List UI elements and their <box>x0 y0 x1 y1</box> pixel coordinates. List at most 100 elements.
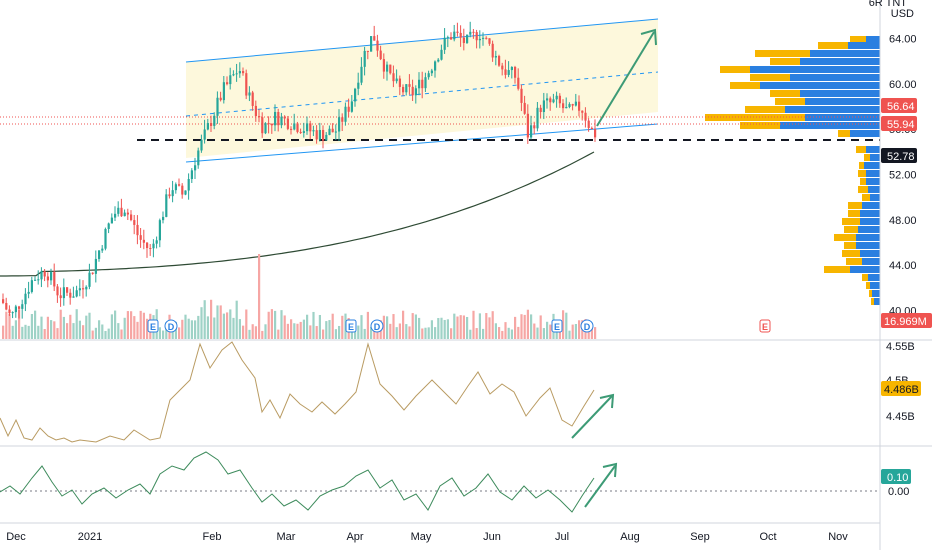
volume-bar <box>133 316 136 339</box>
volume-bar <box>165 322 168 339</box>
volume-bar <box>299 321 302 339</box>
volume-bar <box>549 324 552 339</box>
time-axis-ticks: Dec 2021 Feb Mar Apr May Jun Jul Aug Sep Oct Nov <box>6 531 848 543</box>
volume-bar <box>174 321 177 339</box>
volume-bar <box>539 315 542 339</box>
channel-upper-line <box>185 18 659 63</box>
candle-body <box>261 117 264 134</box>
candle-body <box>5 302 8 310</box>
volume-bar <box>498 327 501 339</box>
volume-bar <box>478 313 481 339</box>
time-tick-label: Jul <box>555 531 569 543</box>
volume-bar <box>517 326 520 339</box>
volume-bar <box>30 313 33 339</box>
candle-body <box>507 70 510 75</box>
volume-bar <box>14 320 17 339</box>
volume-profile-yellow <box>848 202 862 209</box>
svg-text:55.94: 55.94 <box>887 119 915 131</box>
volume-bar <box>222 313 225 339</box>
candle-body <box>254 105 257 117</box>
candle-body <box>341 117 344 122</box>
volume-profile-blue <box>870 194 880 201</box>
candle-body <box>248 92 251 96</box>
volume-bar <box>296 323 299 339</box>
volume-bar <box>526 309 529 339</box>
candle-body <box>69 292 72 298</box>
volume-bar <box>450 328 453 339</box>
volume-profile-blue <box>850 130 880 137</box>
volume-bar <box>440 317 443 339</box>
volume-profile-blue <box>780 122 880 129</box>
volume-profile-blue <box>866 146 880 153</box>
volume-bar <box>245 309 248 339</box>
candle-body <box>171 190 174 197</box>
volume-bar <box>520 314 523 339</box>
candle-body <box>568 104 571 107</box>
candle-body <box>104 228 107 249</box>
volume-bar <box>402 310 405 339</box>
indicator-1-tick-bottom: 4.45B <box>886 411 915 423</box>
volume-profile-yellow <box>862 274 868 281</box>
event-marker-label: D <box>374 322 381 332</box>
candle-body <box>59 295 62 299</box>
volume-bar <box>261 330 264 339</box>
volume-bar <box>386 316 389 339</box>
volume-bar <box>5 311 8 339</box>
candle-body <box>187 179 190 191</box>
volume-bar <box>184 314 187 339</box>
candle-body <box>306 123 309 132</box>
candle-body <box>549 98 552 103</box>
candle-body <box>578 101 581 111</box>
candle-body <box>302 131 305 133</box>
candle-body <box>344 106 347 122</box>
candle-body <box>229 75 232 85</box>
volume-profile-blue <box>810 50 880 57</box>
volume-profile-yellow <box>740 122 780 129</box>
candle-body <box>18 306 21 309</box>
volume-bar <box>491 311 494 339</box>
volume-bar <box>376 328 379 339</box>
candle-body <box>120 207 123 217</box>
time-tick-label: Jun <box>483 531 501 543</box>
volume-profile-yellow <box>842 250 860 257</box>
candle-body <box>46 276 49 281</box>
volume-bar <box>78 320 81 339</box>
candle-body <box>98 250 101 259</box>
indicator-1-tick-top: 4.55B <box>886 341 915 353</box>
volume-profile-blue <box>856 242 880 249</box>
volume-profile-blue <box>860 218 880 225</box>
candle-body <box>190 170 193 180</box>
candle-body <box>181 185 184 195</box>
volume-bar <box>178 327 181 339</box>
volume-profile-yellow <box>862 194 870 201</box>
volume-profile-yellow <box>850 36 866 43</box>
candle-body <box>357 82 360 89</box>
candle-body <box>482 37 485 39</box>
candle-body <box>203 129 206 140</box>
volume-profile-yellow <box>866 282 870 289</box>
earnings-marker <box>345 319 357 333</box>
volume-bar <box>235 300 238 339</box>
volume-bar <box>546 321 549 339</box>
volume-bar <box>482 328 485 339</box>
candle-body <box>520 88 523 103</box>
channel-lower-line <box>185 123 659 163</box>
candle-body <box>283 116 286 119</box>
volume-bar <box>571 324 574 339</box>
candle-body <box>584 112 587 121</box>
candle-body <box>62 287 65 299</box>
dividend-marker <box>580 319 594 333</box>
time-tick-label: Feb <box>203 531 222 543</box>
candle-body <box>546 98 549 101</box>
candlesticks <box>2 21 597 319</box>
volume-bar <box>507 327 510 339</box>
price-tick-label: 60.00 <box>889 79 917 91</box>
volume-bar <box>594 327 597 339</box>
candle-body <box>226 82 229 85</box>
volume-profile-yellow <box>755 50 810 57</box>
candle-body <box>235 73 238 75</box>
candle-body <box>523 102 526 114</box>
candle-body <box>386 64 389 72</box>
